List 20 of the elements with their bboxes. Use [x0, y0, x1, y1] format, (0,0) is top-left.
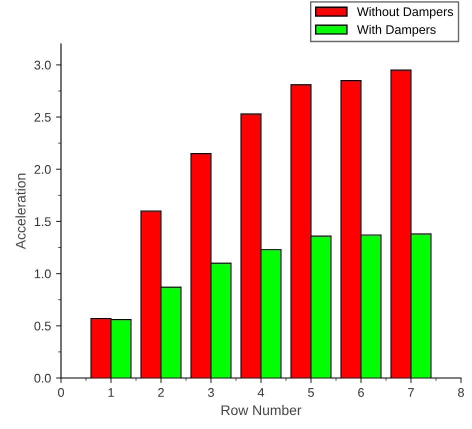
legend-label: Without Dampers: [357, 6, 454, 19]
x-tick-label: 0: [58, 388, 64, 397]
x-tick-label: 2: [158, 388, 164, 397]
x-tick-label: 7: [408, 388, 414, 397]
y-tick-label: 0.5: [34, 322, 51, 330]
x-tick-label: 5: [308, 388, 314, 397]
x-tick-label: 3: [208, 388, 214, 397]
x-tick-label: 1: [108, 388, 114, 397]
x-axis-title: Row Number: [222, 404, 302, 416]
y-tick-label: 0.0: [34, 374, 51, 383]
x-tick-label: 6: [358, 388, 364, 397]
x-tick-label: 8: [458, 388, 464, 397]
y-tick-label: 2.5: [34, 112, 51, 122]
x-tick-label: 4: [258, 388, 264, 397]
y-tick-label: 2.0: [34, 165, 51, 174]
y-tick-label: 1.0: [34, 269, 51, 278]
y-tick-label: 1.5: [34, 217, 51, 226]
legend-label: With Dampers: [357, 24, 436, 36]
y-tick-label: 3.0: [34, 60, 51, 70]
y-axis-title: Acceleration: [15, 174, 26, 250]
